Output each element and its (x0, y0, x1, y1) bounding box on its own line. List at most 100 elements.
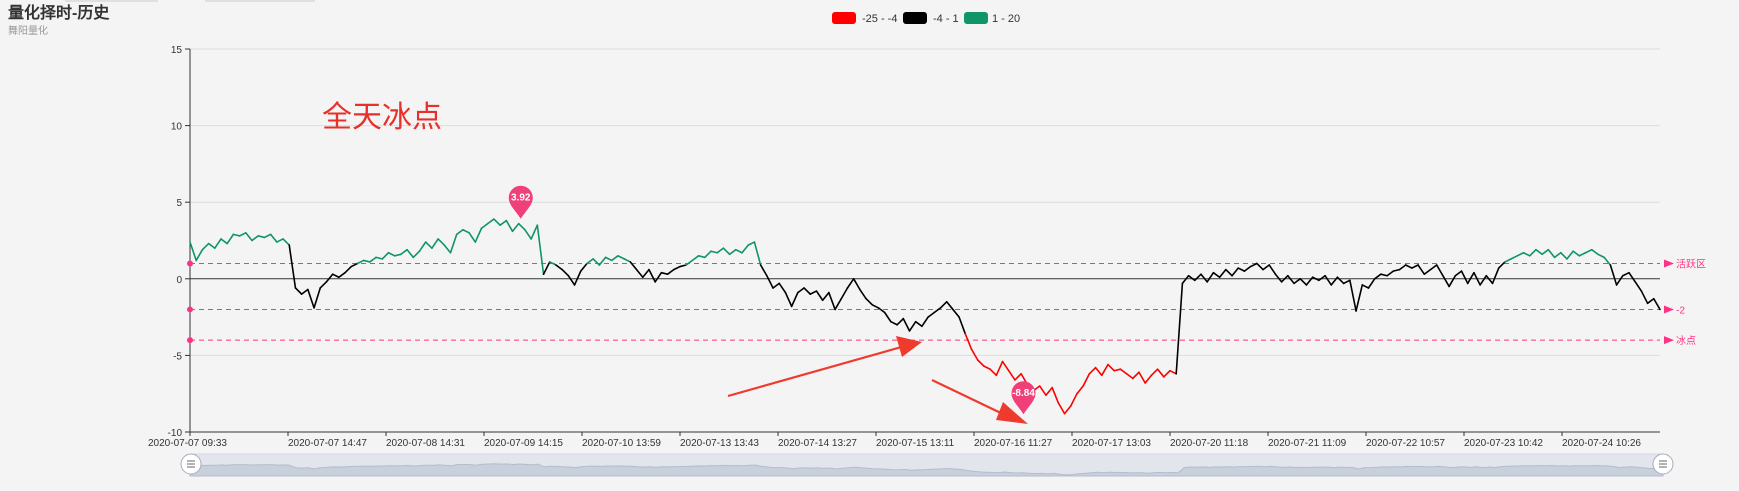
series-segment (1349, 279, 1357, 312)
series-segment (530, 224, 539, 240)
series-segment (890, 320, 898, 326)
series-segment (350, 262, 359, 268)
series-segment (852, 277, 861, 291)
series-segment (1628, 271, 1636, 283)
series-segment (1559, 251, 1568, 260)
series-segment (480, 222, 489, 230)
series-segment (1231, 267, 1240, 277)
series-segment (1162, 369, 1171, 378)
series-segment (468, 232, 477, 243)
series-segment (1094, 366, 1103, 377)
series-segment (524, 228, 532, 240)
series-segment (375, 256, 384, 260)
series-segment (418, 241, 427, 253)
series-segment (927, 311, 936, 318)
series-segment (1473, 271, 1481, 286)
series-segment (294, 287, 303, 295)
series-segment (1107, 363, 1115, 372)
series-segment (1491, 267, 1500, 285)
series-segment (1063, 405, 1072, 415)
series-segment (251, 235, 260, 242)
series-segment (697, 255, 706, 259)
handle-icon[interactable] (180, 453, 202, 475)
series-segment (1076, 385, 1084, 395)
series-segment (1200, 273, 1209, 283)
y-tick-label: 5 (176, 198, 182, 209)
handle-icon[interactable] (1652, 453, 1674, 475)
series-segment (362, 259, 371, 263)
series-segment (1652, 297, 1661, 311)
series-segment (1553, 251, 1562, 259)
series-segment (1572, 250, 1581, 257)
series-segment (1069, 392, 1078, 407)
series-segment (995, 360, 1004, 377)
data-zoom[interactable] (180, 453, 1674, 477)
series-segment (1646, 297, 1655, 305)
series-segment (871, 304, 880, 309)
series-segment (214, 238, 222, 249)
series-segment (226, 233, 235, 245)
legend-label: -4 - 1 (933, 13, 959, 25)
series-segment (1392, 268, 1401, 272)
series-segment (1082, 372, 1091, 387)
series-segment (908, 320, 917, 332)
chart-subtitle: 舞阳量化 (8, 24, 48, 37)
legend-item[interactable]: -25 - -4 (832, 12, 897, 25)
series-segment (1336, 276, 1345, 285)
legend-item[interactable]: -4 - 1 (903, 12, 959, 25)
series-segment (1479, 274, 1488, 286)
zoom-preview (189, 463, 1664, 477)
series-segment (1225, 268, 1233, 277)
series-segment (1584, 248, 1593, 254)
series-segment (598, 256, 607, 266)
x-tick-label: 2020-07-16 11:27 (974, 438, 1053, 449)
series-segment (1578, 251, 1587, 257)
mark-line-label: 冰点 (1676, 334, 1696, 347)
series-segment (276, 238, 284, 243)
series-segment (1386, 270, 1395, 277)
series-segment (1398, 264, 1407, 271)
series-segment (1014, 372, 1022, 381)
series-segment (970, 348, 979, 361)
legend-item[interactable]: 1 - 20 (964, 12, 1020, 25)
series-segment (1100, 363, 1109, 377)
series-segment (561, 268, 570, 277)
legend-swatch (903, 12, 927, 24)
series-segment (1088, 366, 1097, 375)
series-segment (747, 241, 756, 246)
series-segment (877, 307, 886, 314)
x-tick-label: 2020-07-07 14:47 (288, 438, 367, 449)
series-segment (1237, 267, 1246, 272)
mark-line-label: -2 (1676, 305, 1685, 316)
series-segment (1590, 248, 1599, 256)
series-segment (1429, 264, 1438, 271)
series-segment (1510, 255, 1519, 260)
mark-point: -8.84 (1011, 381, 1036, 415)
series-segment (462, 228, 470, 234)
series-segment (344, 265, 353, 274)
y-tick-label: -5 (173, 351, 182, 362)
series-segment (784, 291, 793, 308)
series-segment (1206, 271, 1215, 283)
series-segment (567, 274, 576, 286)
series-segment (635, 268, 644, 279)
series-segment (424, 241, 433, 249)
legend-swatch (832, 12, 856, 24)
legend-label: 1 - 20 (992, 13, 1020, 25)
series-segment (443, 244, 452, 254)
series-segment (1448, 274, 1457, 288)
series-segment (1287, 274, 1295, 285)
series-segment (195, 248, 204, 262)
series-segment (1218, 268, 1227, 279)
series-segment (1138, 371, 1146, 384)
series-segment (579, 262, 588, 272)
series-segment (1113, 368, 1122, 372)
series-segment (542, 261, 551, 276)
series-segment (1528, 248, 1537, 257)
series-segment (412, 250, 421, 259)
series-segment (319, 281, 328, 289)
series-segment (1615, 274, 1624, 286)
series-segment (691, 255, 700, 262)
series-segment (1243, 265, 1252, 272)
series-segment (586, 258, 594, 265)
